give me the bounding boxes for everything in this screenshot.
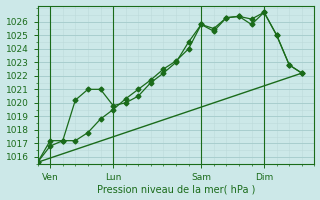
X-axis label: Pression niveau de la mer( hPa ): Pression niveau de la mer( hPa ) — [97, 184, 255, 194]
